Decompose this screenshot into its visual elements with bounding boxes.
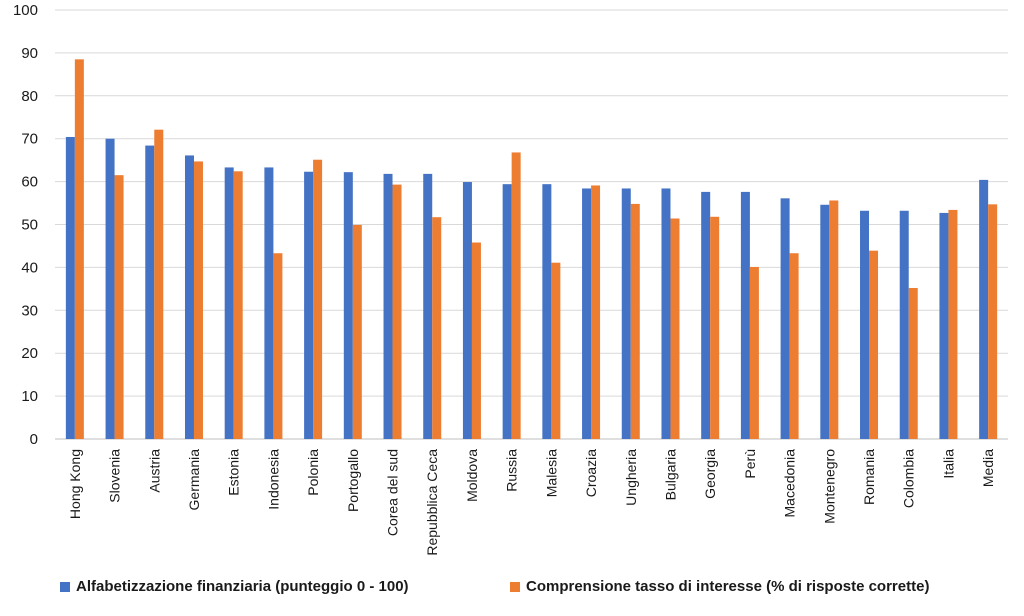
x-tick-label: Repubblica Ceca <box>424 449 440 556</box>
bar-comprensione <box>432 217 442 439</box>
y-tick-label: 70 <box>21 131 38 148</box>
x-tick-label: Bulgaria <box>662 449 678 501</box>
bar-alfabetizzazione <box>502 184 512 439</box>
bar-comprensione <box>471 242 481 439</box>
x-tick-label: Italia <box>940 449 956 479</box>
x-tick-label: Colombia <box>901 449 917 508</box>
x-tick-label: Moldova <box>464 449 480 502</box>
bar-comprensione <box>233 171 243 439</box>
x-tick-label: Corea del sud <box>385 449 401 536</box>
x-tick-label: Montenegro <box>821 449 837 524</box>
bar-alfabetizzazione <box>343 172 353 440</box>
bar-alfabetizzazione <box>304 171 314 439</box>
bar-alfabetizzazione <box>105 138 115 439</box>
y-tick-label: 50 <box>21 217 38 234</box>
bar-comprensione <box>670 218 680 439</box>
x-tick-label: Croazia <box>583 449 599 497</box>
bar-alfabetizzazione <box>462 182 472 440</box>
x-tick-label: Germania <box>186 449 202 511</box>
bar-comprensione <box>869 250 879 439</box>
bar-comprensione <box>948 209 958 439</box>
x-tick-label: Russia <box>504 449 520 492</box>
y-tick-label: 90 <box>21 45 38 62</box>
bar-alfabetizzazione <box>542 184 552 439</box>
bar-comprensione <box>829 200 839 439</box>
bar-comprensione <box>789 253 799 439</box>
bar-comprensione <box>988 204 998 439</box>
x-tick-label: Georgia <box>702 449 718 499</box>
bar-comprensione <box>193 161 203 439</box>
y-axis-ticks: 0 10 20 30 40 50 60 70 80 90 100 <box>13 2 38 448</box>
bar-comprensione <box>710 216 720 439</box>
bar-alfabetizzazione <box>661 188 671 439</box>
legend-swatch-blue <box>60 581 70 592</box>
bar-comprensione <box>551 262 561 439</box>
x-tick-label: Slovenia <box>107 449 123 503</box>
bar-comprensione <box>591 185 601 439</box>
bar-alfabetizzazione <box>701 191 711 439</box>
bar-comprensione <box>908 287 918 439</box>
bar-alfabetizzazione <box>383 173 393 440</box>
x-tick-label: Estonia <box>226 449 242 496</box>
legend: Alfabetizzazione finanziaria (punteggio … <box>0 578 1024 608</box>
bar-alfabetizzazione <box>423 173 433 440</box>
bar-alfabetizzazione <box>621 188 631 439</box>
bar-comprensione <box>313 159 323 439</box>
x-tick-label: Media <box>980 449 996 487</box>
x-tick-label: Hong Kong <box>67 449 83 519</box>
bar-alfabetizzazione <box>899 210 909 439</box>
bar-alfabetizzazione <box>820 204 830 439</box>
x-tick-label: Macedonia <box>782 449 798 518</box>
x-tick-label: Portogallo <box>345 449 361 512</box>
y-tick-label: 60 <box>21 174 38 191</box>
bar-chart: 0 10 20 30 40 50 60 70 80 90 100 Hong Kong Slovenia… <box>13 2 1008 556</box>
bar-alfabetizzazione <box>582 188 592 439</box>
bar-alfabetizzazione <box>264 167 274 439</box>
bar-alfabetizzazione <box>224 167 234 439</box>
x-axis-ticks: Hong Kong Slovenia Austria Germania Estonia I… <box>67 449 996 556</box>
y-tick-label: 100 <box>13 2 38 19</box>
x-tick-label: Indonesia <box>265 449 281 510</box>
bar-comprensione <box>74 59 84 440</box>
x-tick-label: Malesia <box>543 449 559 497</box>
y-tick-label: 30 <box>21 302 38 319</box>
legend-item-series-1: Alfabetizzazione finanziaria (punteggio … <box>60 578 409 595</box>
bar-alfabetizzazione <box>740 191 750 439</box>
x-tick-label: Perù <box>742 449 758 479</box>
bar-alfabetizzazione <box>860 210 870 439</box>
bar-comprensione <box>511 152 521 440</box>
bar-comprensione <box>352 224 362 439</box>
legend-label-series-2: Comprensione tasso di interesse (% di ri… <box>526 578 930 595</box>
y-tick-label: 0 <box>30 431 38 448</box>
bar-comprensione <box>114 175 124 440</box>
legend-item-series-2: Comprensione tasso di interesse (% di ri… <box>510 578 929 595</box>
bar-comprensione <box>392 184 402 439</box>
bars <box>65 59 998 440</box>
gridlines <box>55 9 1008 440</box>
bar-alfabetizzazione <box>145 145 155 439</box>
bar-comprensione <box>273 253 283 439</box>
legend-label-series-1: Alfabetizzazione finanziaria (punteggio … <box>76 578 409 595</box>
bar-comprensione <box>630 203 640 439</box>
x-tick-label: Ungheria <box>623 449 639 506</box>
x-tick-label: Austria <box>146 449 162 493</box>
legend-swatch-orange <box>510 581 520 592</box>
bar-comprensione <box>154 129 164 440</box>
x-tick-label: Romania <box>861 449 877 505</box>
y-tick-label: 10 <box>21 388 38 405</box>
y-tick-label: 40 <box>21 259 38 276</box>
y-tick-label: 20 <box>21 345 38 362</box>
bar-alfabetizzazione <box>979 179 989 439</box>
bar-alfabetizzazione <box>939 212 949 439</box>
bar-comprensione <box>749 266 759 439</box>
bar-alfabetizzazione <box>184 155 194 439</box>
bar-alfabetizzazione <box>780 198 790 439</box>
bar-alfabetizzazione <box>65 136 75 439</box>
y-tick-label: 80 <box>21 88 38 105</box>
x-tick-label: Polonia <box>305 449 321 496</box>
